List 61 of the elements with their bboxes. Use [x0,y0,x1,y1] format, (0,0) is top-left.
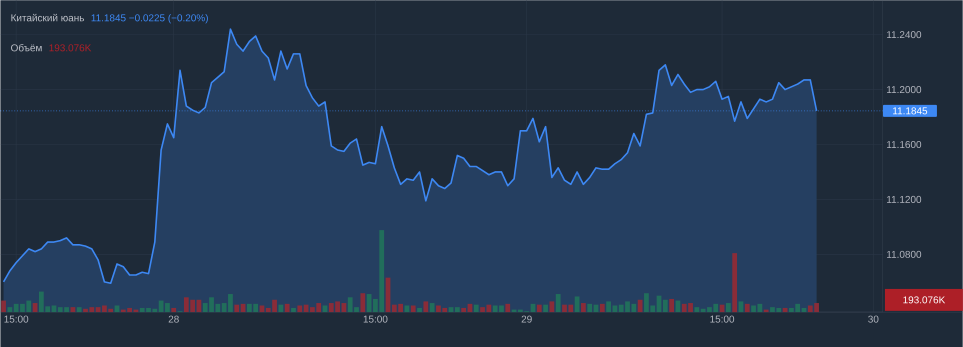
bar [360,293,366,312]
bar [543,304,548,312]
bar [417,308,422,312]
bar [732,253,738,312]
bar [316,303,322,312]
x-tick-label: 28 [168,316,179,323]
chart-subtitle: 193.076K [49,44,92,52]
text: 11.1845 −0.0225 (−0.20%) [92,14,208,24]
x-tick-label: 15:00 [710,316,734,323]
bar [676,300,680,312]
y-tick-label: 11.1600 [887,140,922,148]
bar [536,304,542,312]
bar [726,303,731,312]
bar [76,307,82,312]
bar [7,307,12,312]
bar [764,310,769,312]
bar [291,308,296,312]
bar [1,300,6,312]
chart-title: Объём [11,44,42,52]
bar [39,292,44,312]
y-tick-label: 11.0800 [887,250,922,258]
bar [556,294,561,312]
bar [789,308,794,312]
bar [398,304,403,312]
bar [550,301,554,312]
text: Китайский юань [11,14,84,22]
bar [32,303,38,312]
bar [505,304,510,312]
bar [430,303,434,312]
bar [70,307,76,312]
bar [744,304,750,312]
bar [184,297,189,312]
bar [278,304,284,312]
bar [600,304,605,312]
bar [404,306,410,312]
bar [738,301,744,312]
bar [669,298,674,312]
bar [574,296,580,312]
bar [253,304,258,312]
bar [246,304,252,312]
bar [581,303,586,312]
bar [782,308,788,312]
bar [720,304,724,312]
y-tick-label: 11.2000 [887,86,922,94]
bar [171,308,176,312]
bar [114,306,120,312]
bar [410,306,416,312]
x-tick-label: 29 [522,316,532,323]
x-tick-label: 15:00 [4,316,28,323]
y-tick-label: 11.2400 [887,31,922,38]
bar [322,306,328,312]
ref-line-label: 11.1845 [893,107,928,114]
bar [694,307,700,312]
bar [423,301,428,312]
x-tick-label: 30 [868,316,878,323]
bar [474,304,479,312]
x-tick-label: 15:00 [364,316,388,323]
bar [638,300,642,312]
text: 193.076K [903,296,946,304]
bar [284,304,290,312]
y-tick-label: 11.1200 [887,196,922,203]
